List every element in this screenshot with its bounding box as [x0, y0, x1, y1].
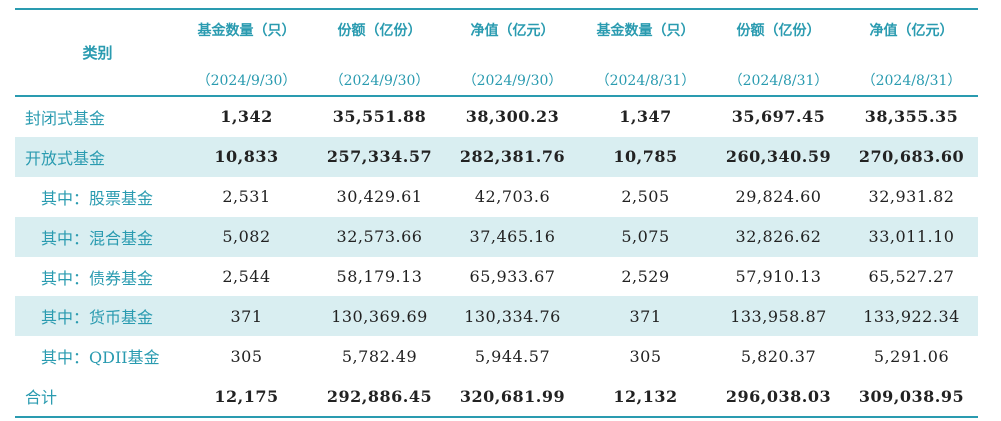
cell-value: 257,334.57	[326, 147, 433, 167]
row-category: 封闭式基金	[25, 108, 106, 128]
cell-value: 305	[230, 346, 263, 366]
header-date: （2024/9/30）	[462, 73, 563, 89]
header-nav-aug: 净值（亿元） （2024/8/31）	[845, 10, 978, 95]
cell-value: 371	[629, 306, 662, 326]
cell-value: 282,381.76	[459, 147, 566, 167]
header-title: 基金数量（只）	[596, 23, 695, 39]
category-header: 类别	[82, 44, 113, 62]
cell-value: 1,347	[619, 107, 672, 127]
table-row-bond: 其中：债券基金 2,544 58,179.13 65,933.67 2,529 …	[15, 257, 978, 297]
table-row-money-market: 其中：货币基金 371 130,369.69 130,334.76 371 13…	[15, 296, 978, 337]
fund-table: 类别 基金数量（只） （2024/9/30） 份额（亿份） （2024/9/30） …	[15, 8, 978, 419]
header-title: 份额（亿份）	[337, 23, 422, 39]
header-title: 净值（亿元）	[869, 23, 954, 39]
cell-value: 38,355.35	[864, 107, 959, 127]
table-row-total: 合计 12,175 292,886.45 320,681.99 12,132 2…	[15, 376, 978, 419]
cell-value: 5,820.37	[740, 346, 817, 366]
cell-value: 1,342	[220, 107, 273, 127]
cell-value: 37,465.16	[469, 227, 556, 247]
table-row-open-end: 开放式基金 10,833 257,334.57 282,381.76 10,78…	[15, 136, 978, 177]
cell-value: 10,833	[214, 147, 279, 167]
cell-value: 32,826.62	[735, 227, 822, 247]
cell-value: 2,505	[621, 187, 670, 207]
cell-value: 35,551.88	[332, 107, 427, 127]
header-nav-sep: 净值（亿元） （2024/9/30）	[446, 10, 579, 95]
cell-value: 57,910.13	[735, 267, 822, 286]
table-row-equity: 其中：股票基金 2,531 30,429.61 42,703.6 2,505 2…	[15, 177, 978, 217]
cell-value: 12,175	[214, 386, 279, 406]
header-shares-sep: 份额（亿份） （2024/9/30）	[313, 10, 446, 95]
header-title: 基金数量（只）	[197, 23, 296, 39]
cell-value: 30,429.61	[336, 187, 423, 207]
cell-value: 292,886.45	[326, 386, 433, 406]
header-date: （2024/8/31）	[595, 73, 696, 89]
cell-value: 65,933.67	[469, 267, 556, 286]
header-date: （2024/8/31）	[728, 73, 829, 89]
row-category: 其中：股票基金	[41, 188, 154, 208]
cell-value: 5,075	[621, 227, 670, 247]
table-top-rule	[15, 8, 978, 10]
table-row-hybrid: 其中：混合基金 5,082 32,573.66 37,465.16 5,075 …	[15, 216, 978, 257]
row-category: 合计	[25, 388, 58, 408]
row-category: 其中：QDII基金	[41, 348, 160, 368]
cell-value: 309,038.95	[858, 386, 965, 406]
cell-value: 133,922.34	[863, 306, 960, 326]
cell-value: 32,931.82	[868, 187, 955, 207]
header-fund-count-sep: 基金数量（只） （2024/9/30）	[180, 10, 313, 95]
cell-value: 260,340.59	[725, 147, 832, 167]
cell-value: 2,544	[222, 267, 271, 286]
row-category: 其中：混合基金	[41, 228, 154, 248]
row-category: 开放式基金	[25, 148, 106, 168]
cell-value: 33,011.10	[868, 227, 955, 247]
cell-value: 5,944.57	[474, 346, 551, 366]
cell-value: 5,082	[222, 227, 271, 247]
cell-value: 5,291.06	[873, 346, 950, 366]
cell-value: 38,300.23	[465, 107, 560, 127]
cell-value: 58,179.13	[336, 267, 423, 286]
header-shares-aug: 份额（亿份） （2024/8/31）	[712, 10, 845, 95]
cell-value: 5,782.49	[341, 346, 418, 366]
header-date: （2024/8/31）	[861, 73, 962, 89]
header-title: 净值（亿元）	[470, 23, 555, 39]
table-header: 类别 基金数量（只） （2024/9/30） 份额（亿份） （2024/9/30） …	[15, 10, 978, 97]
table-row-qdii: 其中：QDII基金 305 5,782.49 5,944.57 305 5,82…	[15, 336, 978, 376]
cell-value: 10,785	[613, 147, 678, 167]
cell-value: 35,697.45	[731, 107, 826, 127]
cell-value: 320,681.99	[459, 386, 566, 406]
cell-value: 2,531	[222, 187, 271, 207]
row-category: 其中：货币基金	[41, 308, 154, 328]
cell-value: 296,038.03	[725, 386, 832, 406]
table-row-closed-end: 封闭式基金 1,342 35,551.88 38,300.23 1,347 35…	[15, 97, 978, 137]
header-title: 份额（亿份）	[736, 23, 821, 39]
cell-value: 133,958.87	[730, 306, 827, 326]
cell-value: 65,527.27	[868, 267, 955, 286]
cell-value: 371	[230, 306, 263, 326]
cell-value: 32,573.66	[336, 227, 423, 247]
cell-value: 2,529	[621, 267, 670, 286]
cell-value: 130,334.76	[464, 306, 561, 326]
header-fund-count-aug: 基金数量（只） （2024/8/31）	[579, 10, 712, 95]
cell-value: 12,132	[613, 386, 678, 406]
cell-value: 270,683.60	[858, 147, 965, 167]
cell-value: 305	[629, 346, 662, 366]
cell-value: 42,703.6	[474, 187, 551, 207]
cell-value: 29,824.60	[735, 187, 822, 207]
cell-value: 130,369.69	[331, 306, 428, 326]
header-date: （2024/9/30）	[196, 73, 297, 89]
row-category: 其中：债券基金	[41, 268, 154, 288]
header-date: （2024/9/30）	[329, 73, 430, 89]
